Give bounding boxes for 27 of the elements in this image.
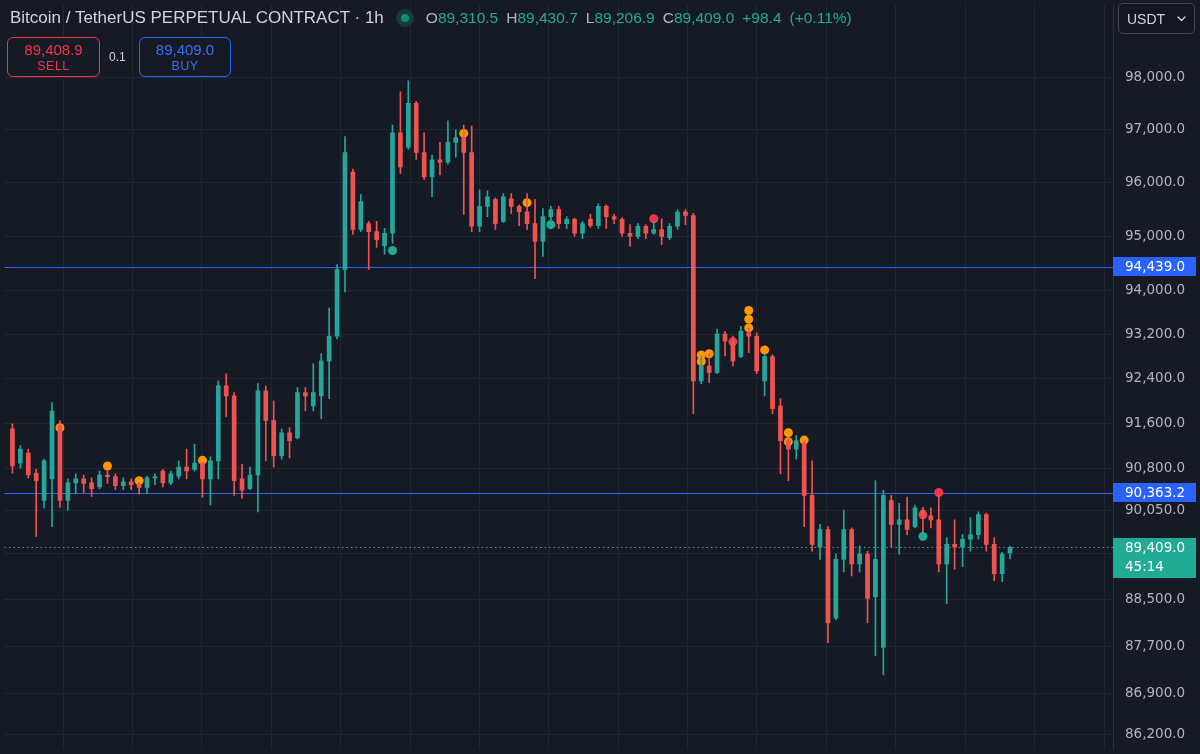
annotation: BUY [171, 58, 199, 74]
annotation: 89,409.0 [155, 40, 215, 59]
y-tick-label: 90,800.0 [1125, 458, 1186, 475]
y-tick-label: 91,600.0 [1125, 413, 1186, 430]
y-tick-label: 95,000.0 [1125, 227, 1186, 243]
chart-subtitle: O89,310.5 H89,430.7 L89,206.9 C89,409.0 +98.4 (+0.11%) [425, 9, 852, 27]
annotation: 89,408.9 [24, 40, 83, 59]
y-tick-label: 94,000.0 [1125, 281, 1186, 298]
y-tick-label: 92,400.0 [1125, 369, 1186, 386]
currency-dropdown: USDT [1118, 3, 1195, 34]
annotation: 0.1 [109, 49, 126, 65]
y-tick-label: 88,500.0 [1125, 590, 1186, 607]
ref-line-label: 89,409.0 45:14 [1125, 539, 1186, 574]
y-tick-label: 96,000.0 [1125, 173, 1186, 190]
annotation: SELL [37, 58, 70, 74]
y-tick-label: 90,050.0 [1125, 501, 1186, 518]
chart-title: Bitcoin / TetherUS PERPETUAL CONTRACT · 1h [10, 8, 384, 28]
y-tick-label: 87,700.0 [1125, 636, 1186, 653]
y-tick-label: 93,200.0 [1125, 325, 1186, 342]
ref-line-label: 90,363.2 [1125, 484, 1186, 500]
y-tick-label: 97,000.0 [1125, 120, 1186, 137]
buy-button: 89,409.0 BUY [139, 37, 231, 77]
ref-line-label: 94,439.0 [1125, 258, 1186, 274]
y-tick-label: 86,200.0 [1125, 725, 1186, 742]
y-tick-label: 86,900.0 [1125, 683, 1186, 700]
sell-button: 89,408.9 SELL [7, 37, 100, 77]
y-tick-label: 98,000.0 [1125, 67, 1186, 84]
